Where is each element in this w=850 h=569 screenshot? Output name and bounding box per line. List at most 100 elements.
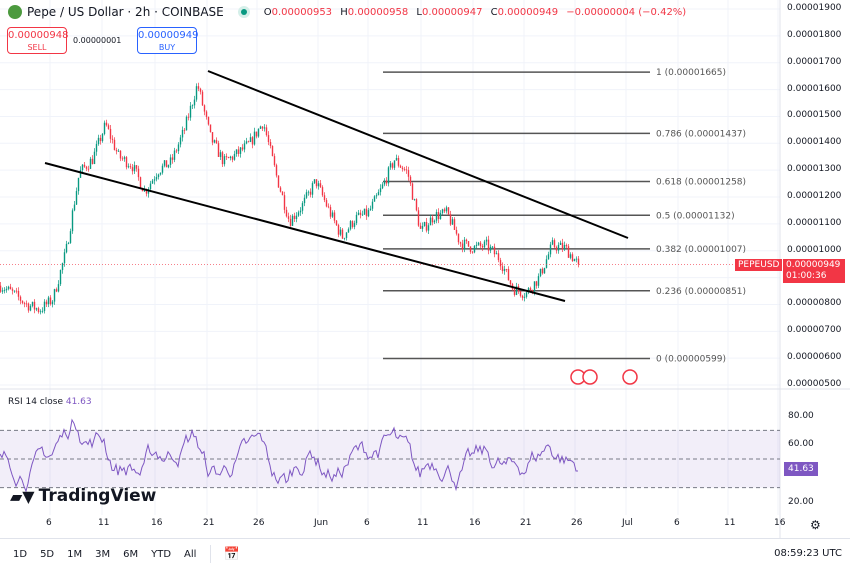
timeframe-button[interactable]: All <box>184 548 197 560</box>
rsi-axis-label: 20.00 <box>788 497 814 507</box>
candle-body <box>359 212 362 215</box>
rsi-legend[interactable]: RSI 14 close 41.63 <box>8 397 92 407</box>
candle-body <box>439 213 442 220</box>
candle-body <box>7 286 10 289</box>
candle-body <box>111 138 114 140</box>
candle-body <box>315 179 318 187</box>
price-axis-label: 0.00001900 <box>787 3 842 13</box>
clock[interactable]: 08:59:23 UTC <box>774 548 842 559</box>
fib-level-label: 0.618 (0.00001258) <box>656 177 746 187</box>
candle-body <box>169 157 172 165</box>
candle-body <box>21 300 24 303</box>
price-axis-label: 0.00001000 <box>787 244 842 255</box>
candle-body <box>207 116 210 125</box>
candle-body <box>477 242 480 245</box>
candle-body <box>107 125 110 129</box>
candle-body <box>365 208 368 217</box>
timeframe-button[interactable]: 1D <box>13 548 28 560</box>
candle-body <box>95 144 98 152</box>
candle-body <box>541 268 544 274</box>
candle-body <box>575 258 578 260</box>
date-axis-label: 26 <box>571 518 583 528</box>
candle-body <box>65 243 68 253</box>
candle-body <box>9 286 12 290</box>
buy-button[interactable]: 0.00000949 BUY <box>137 27 198 54</box>
candle-body <box>217 143 220 157</box>
candle-body <box>139 177 142 189</box>
candle-body <box>263 127 266 129</box>
price-axis-label: 0.00001200 <box>787 191 842 202</box>
candle-body <box>577 258 580 265</box>
candle-body <box>427 225 430 231</box>
candle-body <box>497 253 500 261</box>
date-axis-label: Jun <box>314 518 329 528</box>
chart-canvas[interactable]: 1 (0.00001665) 0.786 (0.00001437) 0.618 (0… <box>0 0 850 538</box>
candle-body <box>433 220 436 223</box>
candle-body <box>121 158 124 160</box>
candle-body <box>419 225 422 229</box>
candle-body <box>331 212 334 217</box>
timeframe-button[interactable]: 6M <box>123 548 139 560</box>
candle-body <box>519 291 522 296</box>
candle-body <box>507 269 510 281</box>
symbol-title[interactable]: Pepe / US Dollar · 2h · COINBASE <box>27 5 224 19</box>
candle-body <box>185 116 188 131</box>
settings-gear-icon[interactable]: ⚙ <box>810 518 821 532</box>
candle-body <box>155 177 158 180</box>
candle-body <box>39 311 42 313</box>
tradingview-logo[interactable]: ▰▼ TradingView <box>10 486 157 506</box>
rsi-band <box>0 430 780 488</box>
candle-body <box>267 135 270 143</box>
candle-body <box>453 219 456 230</box>
candle-body <box>57 284 60 292</box>
candle-body <box>15 290 18 292</box>
rsi-axis-label: 80.00 <box>788 411 814 421</box>
timeframe-button[interactable]: YTD <box>151 548 172 560</box>
candle-body <box>137 168 140 178</box>
candle-body <box>203 105 206 112</box>
candle-body <box>265 127 268 136</box>
candle-body <box>221 152 224 165</box>
date-range-calendar-icon[interactable]: 📅 <box>223 546 240 562</box>
candle-body <box>173 150 176 160</box>
candle-body <box>241 147 244 150</box>
sell-button[interactable]: 0.00000948 SELL <box>7 27 68 54</box>
candle-body <box>91 158 94 165</box>
date-axis-label: 16 <box>151 518 163 528</box>
date-axis-label: 11 <box>724 518 736 528</box>
candle-body <box>489 246 492 251</box>
ohlc-readout: O0.00000953 H0.00000958 L0.00000947 C0.0… <box>263 6 687 18</box>
candle-body <box>317 183 320 187</box>
candle-body <box>135 165 138 169</box>
candle-body <box>339 229 342 235</box>
candle-body <box>261 126 264 129</box>
candle-body <box>49 297 52 305</box>
date-axis-label: 16 <box>774 518 786 528</box>
timeframe-button[interactable]: 5D <box>40 548 55 560</box>
rsi-axis-label: 60.00 <box>788 439 814 449</box>
candle-body <box>41 310 44 312</box>
candle-body <box>369 208 372 211</box>
candle-body <box>123 157 126 159</box>
lower-trendline <box>44 162 566 302</box>
candle-body <box>181 129 184 138</box>
fib-level-label: 1 (0.00001665) <box>656 68 726 78</box>
candle-body <box>189 105 192 118</box>
candle-body <box>271 145 274 157</box>
candle-body <box>307 191 310 193</box>
timeframe-button[interactable]: 3M <box>95 548 111 560</box>
timeframe-button[interactable]: 1M <box>67 548 83 560</box>
candle-body <box>569 254 572 258</box>
date-axis-label: 11 <box>98 518 110 528</box>
candle-body <box>571 254 574 262</box>
candle-body <box>389 163 392 168</box>
candle-body <box>109 128 112 139</box>
candle-body <box>101 133 104 142</box>
candle-body <box>377 192 380 196</box>
candle-body <box>423 221 426 227</box>
rsi-value-tag: 41.63 <box>784 462 818 476</box>
candle-body <box>279 187 282 192</box>
candle-body <box>29 305 32 311</box>
candle-body <box>403 169 406 170</box>
candle-body <box>23 302 26 304</box>
